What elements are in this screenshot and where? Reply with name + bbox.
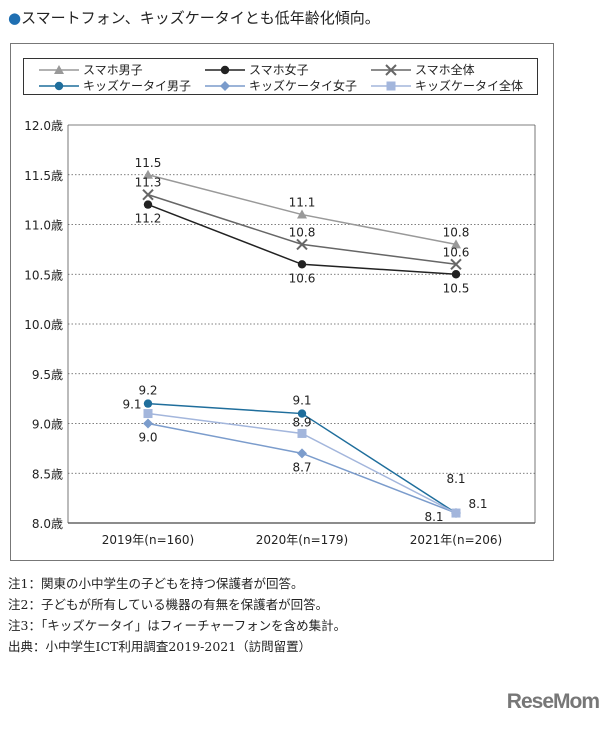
data-point <box>297 428 307 438</box>
x-marker-icon <box>385 63 397 76</box>
legend-swatch <box>205 65 245 74</box>
legend: スマホ男子 スマホ女子 スマホ全体キッズケータイ男子 キッズケータイ女子 キッズケータイ… <box>23 58 538 95</box>
series-0 <box>143 169 461 249</box>
data-label: 9.0 <box>138 431 157 445</box>
diamond-marker-icon <box>220 80 230 91</box>
y-tick-label: 11.5歳 <box>24 169 63 183</box>
data-point <box>451 508 461 518</box>
legend-label: キッズケータイ全体 <box>415 79 524 93</box>
title-text: スマートフォン、キッズケータイとも低年齢化傾向。 <box>21 9 380 27</box>
data-label: 8.1 <box>424 510 443 524</box>
legend-label: スマホ女子 <box>249 63 309 77</box>
data-label: 9.1 <box>122 398 141 412</box>
data-point <box>143 399 153 408</box>
data-label: 8.1 <box>446 472 465 486</box>
data-point <box>142 188 154 201</box>
legend-swatch <box>39 81 79 90</box>
note-3: 注3：「キッズケータイ」はフィーチャーフォンを含め集計。 <box>8 618 347 633</box>
legend-item: スマホ全体 <box>371 61 475 78</box>
y-tick-label: 8.5歳 <box>32 467 63 481</box>
legend-label: スマホ全体 <box>415 63 475 77</box>
x-tick-label: 2020年(n=179) <box>256 533 348 547</box>
data-label: 10.8 <box>443 225 470 239</box>
data-point <box>143 418 153 429</box>
y-tick-label: 12.0歳 <box>24 119 63 133</box>
data-point <box>143 409 153 419</box>
data-label: 8.9 <box>292 415 311 429</box>
notes: 注1：関東の小中学生の子どもを持つ保護者が回答。 注2：子どもが所有している機器… <box>8 573 346 657</box>
data-point <box>297 260 307 269</box>
data-label: 11.1 <box>289 196 316 210</box>
data-label: 11.5 <box>135 156 162 170</box>
data-label: 10.5 <box>443 281 470 295</box>
circle-marker-icon <box>54 81 64 90</box>
legend-item: スマホ男子 <box>39 61 143 78</box>
legend-item: キッズケータイ男子 <box>39 77 191 94</box>
note-1: 注1：関東の小中学生の子どもを持つ保護者が回答。 <box>8 576 304 591</box>
data-point <box>450 258 462 271</box>
x-tick-label: 2021年(n=206) <box>410 533 502 547</box>
data-point <box>451 239 461 249</box>
series-1 <box>143 200 461 279</box>
legend-label: キッズケータイ女子 <box>249 79 358 93</box>
data-point <box>296 238 308 251</box>
y-tick-label: 11.0歳 <box>24 219 63 233</box>
note-2: 注2：子どもが所有している機器の有無を保護者が回答。 <box>8 597 329 612</box>
y-tick-label: 8.0歳 <box>32 517 63 531</box>
circle-marker-icon <box>220 65 230 74</box>
y-tick-label: 9.5歳 <box>32 368 63 382</box>
legend-swatch <box>371 63 411 76</box>
legend-item: キッズケータイ女子 <box>205 77 357 94</box>
data-label: 11.2 <box>135 212 162 226</box>
y-tick-label: 10.5歳 <box>24 268 63 282</box>
figure-title: ●スマートフォン、キッズケータイとも低年齢化傾向。 <box>8 7 380 28</box>
data-label: 11.3 <box>135 176 162 190</box>
data-label: 10.8 <box>289 225 316 239</box>
data-point <box>451 270 461 279</box>
legend-item: キッズケータイ全体 <box>371 77 523 94</box>
legend-item: スマホ女子 <box>205 61 309 78</box>
legend-swatch <box>371 81 411 90</box>
data-point <box>297 409 307 418</box>
triangle-marker-icon <box>54 64 64 74</box>
series-5 <box>143 409 461 518</box>
x-tick-label: 2019年(n=160) <box>102 533 194 547</box>
data-point <box>143 169 153 179</box>
source: 出典：小中学生ICT利用調査2019-2021（訪問留置） <box>8 639 312 654</box>
data-label: 9.2 <box>138 384 157 398</box>
y-tick-label: 9.0歳 <box>32 418 63 432</box>
data-label: 10.6 <box>289 271 316 285</box>
data-label: 8.7 <box>292 460 311 474</box>
data-label: 10.6 <box>443 245 470 259</box>
series-2 <box>142 188 462 271</box>
y-tick-label: 10.0歳 <box>24 318 63 332</box>
data-point <box>297 209 307 219</box>
square-marker-icon <box>386 81 396 90</box>
resemom-logo: ReseMom <box>506 690 600 713</box>
data-label: 8.1 <box>468 497 487 511</box>
data-label: 9.1 <box>292 394 311 408</box>
legend-swatch <box>39 64 79 74</box>
data-point <box>143 200 153 209</box>
legend-label: キッズケータイ男子 <box>83 79 192 93</box>
chart-frame <box>10 43 554 561</box>
legend-label: スマホ男子 <box>83 63 143 77</box>
data-point <box>297 448 307 459</box>
legend-swatch <box>205 80 245 91</box>
bullet-icon: ● <box>8 9 22 27</box>
